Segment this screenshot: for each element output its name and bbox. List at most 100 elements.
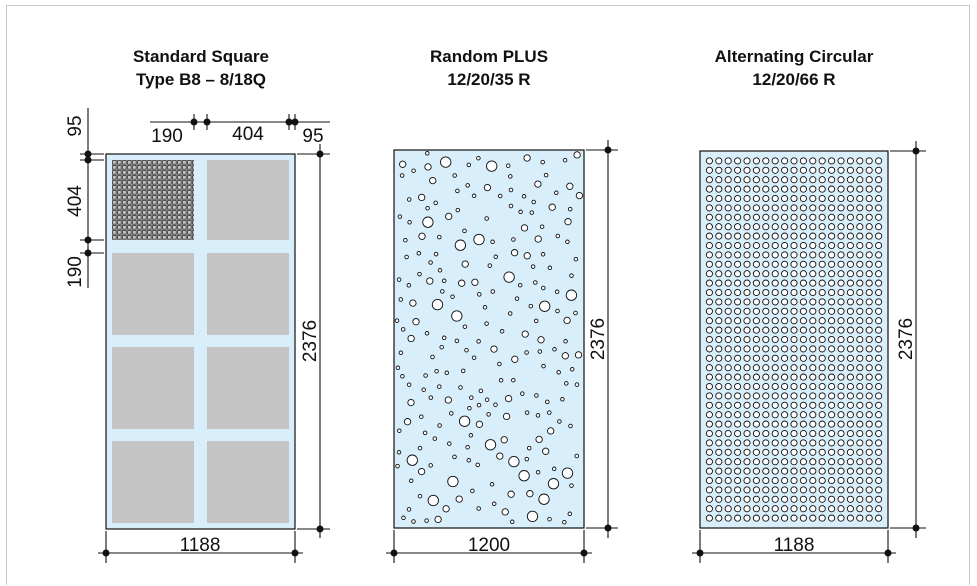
perforation-hole — [526, 510, 539, 523]
perforation-hole — [865, 241, 873, 250]
perforation-hole — [566, 182, 574, 190]
perforation-hole — [856, 232, 864, 240]
perforation-hole — [818, 439, 826, 447]
perforation-hole — [418, 193, 426, 202]
perforation-hole — [421, 387, 426, 392]
perforation-hole — [790, 486, 798, 494]
perforation-hole — [762, 317, 770, 325]
perforation-hole — [724, 251, 732, 259]
perforation-hole — [752, 157, 760, 165]
perforation-hole — [828, 373, 836, 381]
perforation-hole — [809, 458, 817, 466]
perforation-hole — [865, 467, 873, 475]
perforation-hole — [734, 420, 742, 428]
perforation-hole — [429, 176, 437, 185]
perforation-hole — [715, 345, 723, 353]
perforation-hole — [809, 382, 817, 391]
perforation-hole — [539, 300, 551, 312]
perforation-hole — [809, 307, 817, 315]
panel-3-title-line2: 12/20/66 R — [752, 70, 835, 89]
perforation-hole — [809, 298, 817, 306]
perforation-hole — [752, 345, 760, 353]
perforation-hole — [743, 364, 751, 372]
perforation-hole — [498, 378, 504, 383]
perforation-hole — [543, 172, 549, 178]
perforation-hole — [799, 354, 807, 362]
perforation-hole — [715, 486, 723, 494]
perforation-hole — [743, 204, 751, 212]
perforation-hole — [562, 157, 568, 163]
perforation-hole — [715, 260, 723, 268]
perforation-hole — [875, 392, 883, 400]
perforation-hole — [428, 260, 433, 265]
perforation-hole — [856, 439, 864, 447]
perforation-hole — [734, 213, 742, 221]
perforation-hole — [790, 317, 798, 325]
perforation-hole — [743, 317, 751, 325]
perforation-hole — [837, 307, 845, 315]
perforation-hole — [837, 335, 845, 344]
perforation-hole — [734, 326, 742, 334]
perforation-hole — [799, 260, 807, 268]
perforation-hole — [460, 368, 466, 374]
perforation-hole — [419, 414, 424, 419]
perforation-hole — [865, 382, 873, 391]
perforation-hole — [411, 168, 416, 173]
perforation-hole — [743, 307, 751, 315]
perforation-hole — [875, 307, 883, 315]
panel-1-title-line1: Standard Square — [133, 47, 269, 66]
perforation-hole — [865, 392, 873, 400]
perforation-hole — [837, 166, 845, 174]
perforation-hole — [846, 420, 854, 428]
perforation-hole — [856, 392, 864, 400]
perforation-hole — [394, 318, 400, 323]
perforation-hole — [715, 204, 723, 212]
perforation-hole — [524, 456, 530, 462]
perforation-hole — [734, 373, 742, 381]
perforation-hole — [396, 277, 402, 282]
perforation-hole — [432, 436, 438, 441]
perforation-hole — [865, 260, 873, 268]
perforation-hole — [734, 166, 742, 174]
perforation-hole — [818, 232, 826, 240]
perforation-hole — [734, 260, 742, 268]
perforation-hole — [743, 185, 751, 193]
perforation-detail — [112, 160, 194, 240]
panel-1-square — [207, 347, 289, 429]
perforation-hole — [423, 373, 428, 378]
perforation-hole — [856, 505, 864, 513]
perforation-hole — [574, 351, 583, 359]
perforation-hole — [799, 213, 807, 221]
perforation-hole — [771, 185, 779, 193]
perforation-hole — [471, 193, 477, 199]
perforation-hole — [828, 317, 836, 325]
perforation-hole — [781, 260, 789, 268]
perforation-hole — [705, 288, 713, 297]
perforation-hole — [743, 514, 751, 522]
perforation-hole — [715, 288, 723, 297]
perforation-hole — [865, 298, 873, 306]
perforation-hole — [743, 373, 751, 381]
perforation-hole — [837, 505, 845, 513]
perforation-hole — [771, 157, 779, 165]
perforation-hole — [547, 265, 553, 271]
perforation-hole — [809, 486, 817, 494]
perforation-hole — [534, 180, 542, 188]
perforation-hole — [828, 439, 836, 447]
perforation-hole — [790, 232, 798, 240]
perforation-hole — [799, 382, 807, 391]
perforation-hole — [724, 260, 732, 268]
perforation-hole — [790, 439, 798, 447]
perforation-hole — [743, 166, 751, 174]
perforation-hole — [724, 486, 732, 494]
perforation-hole — [865, 251, 873, 259]
perforation-hole — [520, 224, 529, 232]
perforation-hole — [818, 194, 826, 203]
perforation-hole — [705, 260, 713, 268]
perforation-hole — [875, 505, 883, 513]
perforation-hole — [743, 251, 751, 259]
perforation-hole — [828, 514, 836, 522]
perforation-hole — [875, 232, 883, 240]
perforation-hole — [875, 354, 883, 362]
